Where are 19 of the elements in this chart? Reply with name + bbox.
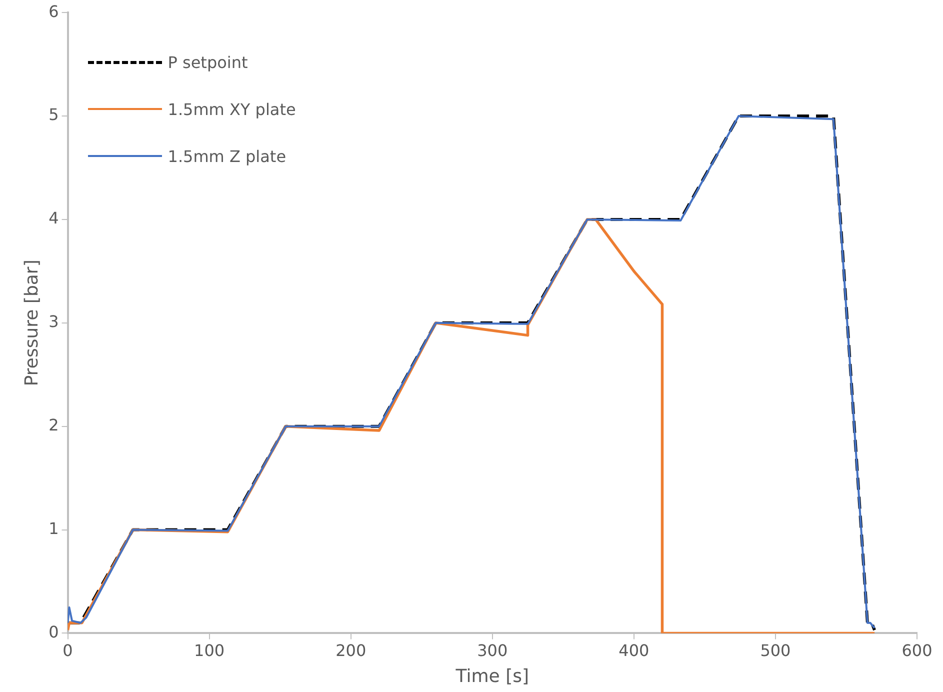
y-tick-label: 2 — [48, 415, 59, 434]
x-tick-label: 400 — [618, 640, 650, 660]
legend-label: P setpoint — [168, 52, 248, 72]
x-tick-label: 300 — [477, 640, 508, 660]
y-tick-label: 5 — [48, 105, 59, 124]
legend-label: 1.5mm XY plate — [168, 100, 296, 119]
y-tick-label: 1 — [48, 518, 59, 538]
y-tick-label: 3 — [48, 312, 59, 332]
legend-label: 1.5mm Z plate — [168, 146, 286, 166]
x-tick-label: 500 — [760, 640, 791, 660]
y-tick-label: 6 — [48, 2, 59, 21]
y-axis-title: Pressure [bar] — [21, 260, 42, 386]
y-tick-label: 4 — [48, 208, 59, 228]
x-tick-label: 100 — [194, 640, 225, 660]
x-tick-label: 600 — [902, 640, 932, 660]
x-tick-label: 0 — [62, 640, 73, 660]
x-axis-title: Time [s] — [454, 666, 529, 687]
y-tick-label: 0 — [48, 622, 59, 642]
x-tick-label: 200 — [336, 640, 366, 660]
